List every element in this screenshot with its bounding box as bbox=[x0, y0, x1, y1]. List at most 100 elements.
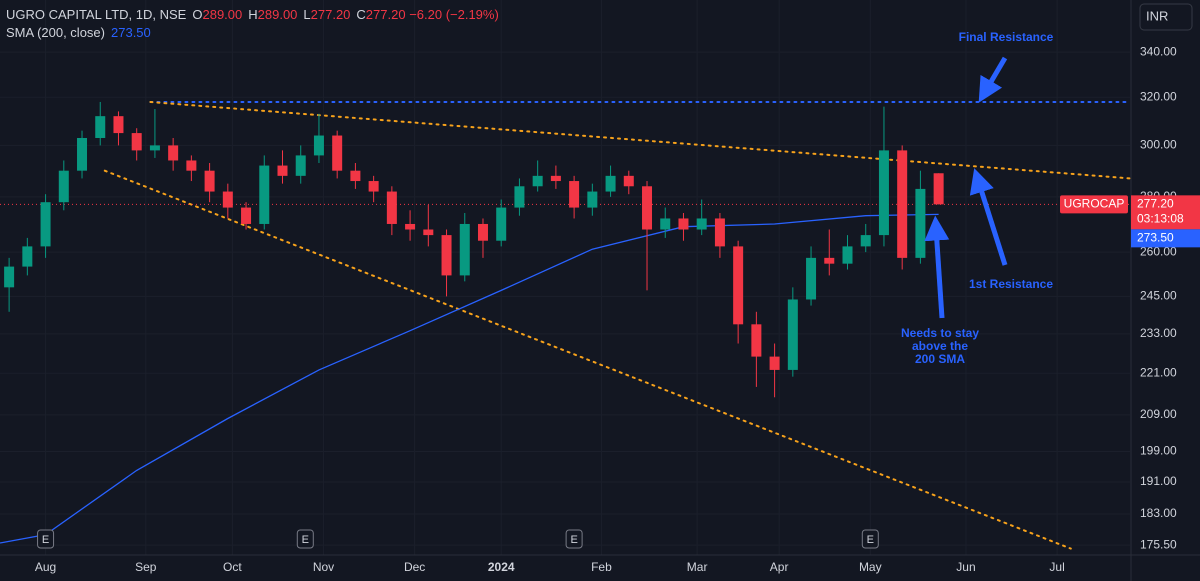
sma-tag bbox=[1131, 229, 1200, 248]
sma-value: 273.50 bbox=[111, 25, 151, 40]
arrow bbox=[978, 56, 1008, 103]
candle-body bbox=[313, 135, 324, 156]
x-tick-label: Apr bbox=[770, 560, 789, 574]
price-tag bbox=[1131, 195, 1200, 230]
candle-body bbox=[769, 356, 780, 370]
y-tick-label: 175.50 bbox=[1140, 537, 1177, 551]
x-tick-label: Mar bbox=[687, 560, 708, 574]
ohlc-key: O bbox=[192, 7, 203, 22]
candle-body bbox=[860, 235, 871, 247]
candle-body bbox=[915, 188, 926, 258]
ohlc-value: 289.00 bbox=[257, 7, 298, 22]
arrow bbox=[969, 168, 1008, 266]
legend-row: SMA (200, close) 273.50 bbox=[6, 24, 499, 42]
candle-body bbox=[550, 175, 561, 182]
x-tick-label: Jul bbox=[1049, 560, 1064, 574]
candle-body bbox=[259, 165, 270, 224]
y-tick-label: 191.00 bbox=[1140, 474, 1177, 488]
candle-body bbox=[587, 191, 598, 208]
symbol: UGRO CAPITAL LTD, 1D, NSE bbox=[6, 7, 187, 22]
candle-body bbox=[58, 170, 69, 203]
y-tick-label: 245.00 bbox=[1140, 289, 1177, 303]
candle-body bbox=[660, 218, 671, 230]
earnings-marker bbox=[861, 529, 879, 549]
y-tick-label: 260.00 bbox=[1140, 244, 1177, 258]
earnings-label: E bbox=[302, 534, 309, 546]
candle-body bbox=[149, 145, 160, 151]
candle-body bbox=[459, 223, 470, 276]
candle-body bbox=[95, 116, 106, 138]
ohlc-key: C bbox=[356, 7, 366, 22]
earnings-label: E bbox=[867, 534, 874, 546]
countdown: 03:13:08 bbox=[1137, 212, 1184, 226]
y-tick-label: 233.00 bbox=[1140, 326, 1177, 340]
legend-row: UGRO CAPITAL LTD, 1D, NSE O289.00 H289.00 L… bbox=[6, 6, 499, 24]
currency-box[interactable] bbox=[1139, 3, 1193, 31]
candle-body bbox=[696, 218, 707, 230]
candle-body bbox=[368, 181, 379, 192]
candle-body bbox=[22, 246, 33, 267]
candle-body bbox=[113, 116, 124, 134]
ohlc-key: H bbox=[248, 7, 258, 22]
earnings-marker bbox=[37, 529, 55, 549]
y-tick-label: 320.00 bbox=[1140, 89, 1177, 103]
x-tick-label: Feb bbox=[591, 560, 612, 574]
y-tick-label: 183.00 bbox=[1140, 506, 1177, 520]
ohlc-value: 277.20 bbox=[310, 7, 351, 22]
candle-body bbox=[878, 150, 889, 236]
x-tick-label: Sep bbox=[135, 560, 157, 574]
price-tag-label: 277.20 bbox=[1137, 197, 1174, 211]
candle-body bbox=[295, 155, 306, 176]
ohlc-key: L bbox=[303, 7, 311, 22]
candle-body bbox=[168, 145, 179, 161]
x-tick-label: Oct bbox=[223, 560, 242, 574]
change: −6.20 (−2.19%) bbox=[409, 7, 499, 22]
ohlc: O289.00 H289.00 L277.20 C277.20 bbox=[186, 7, 405, 22]
candle-body bbox=[222, 191, 233, 208]
sma-line bbox=[0, 213, 939, 544]
candle-body bbox=[751, 324, 762, 357]
annotation: above the bbox=[912, 339, 968, 353]
candle-body bbox=[605, 175, 616, 192]
annotation: Needs to stay bbox=[901, 326, 979, 340]
earnings-marker bbox=[565, 529, 583, 549]
candle-body bbox=[623, 175, 634, 187]
candle-body bbox=[842, 246, 853, 264]
candle-body bbox=[332, 135, 343, 171]
y-tick-label: 209.00 bbox=[1140, 407, 1177, 421]
candle-body bbox=[423, 229, 434, 236]
earnings-label: E bbox=[570, 534, 577, 546]
candle-body bbox=[678, 218, 689, 230]
candle-body bbox=[569, 181, 580, 208]
candle-body bbox=[532, 175, 543, 187]
candle-body bbox=[241, 207, 252, 224]
candle-body bbox=[441, 235, 452, 276]
candle-body bbox=[477, 223, 488, 241]
x-tick-label: May bbox=[859, 560, 882, 574]
trend-line bbox=[149, 101, 1131, 180]
y-tick-label: 340.00 bbox=[1140, 44, 1177, 58]
x-tick-label: Dec bbox=[404, 560, 425, 574]
candle-body bbox=[131, 133, 142, 151]
candle-body bbox=[405, 223, 416, 230]
trend-line bbox=[103, 169, 1072, 550]
y-tick-label: 199.00 bbox=[1140, 444, 1177, 458]
x-tick-label: Jun bbox=[956, 560, 975, 574]
candle-body bbox=[733, 246, 744, 325]
currency: INR bbox=[1146, 8, 1168, 23]
candle-body bbox=[4, 266, 15, 288]
x-tick-label: Aug bbox=[35, 560, 56, 574]
candle-body bbox=[642, 186, 653, 230]
candle-body bbox=[806, 257, 817, 300]
y-tick-label: 221.00 bbox=[1140, 365, 1177, 379]
candle-body bbox=[514, 186, 525, 208]
ohlc-value: 289.00 bbox=[202, 7, 243, 22]
sma-tag-label: 273.50 bbox=[1137, 231, 1174, 245]
earnings-label: E bbox=[42, 534, 49, 546]
candle-body bbox=[77, 137, 88, 171]
x-tick-label: Nov bbox=[313, 560, 334, 574]
candle-body bbox=[787, 299, 798, 370]
candle-body bbox=[897, 150, 908, 258]
